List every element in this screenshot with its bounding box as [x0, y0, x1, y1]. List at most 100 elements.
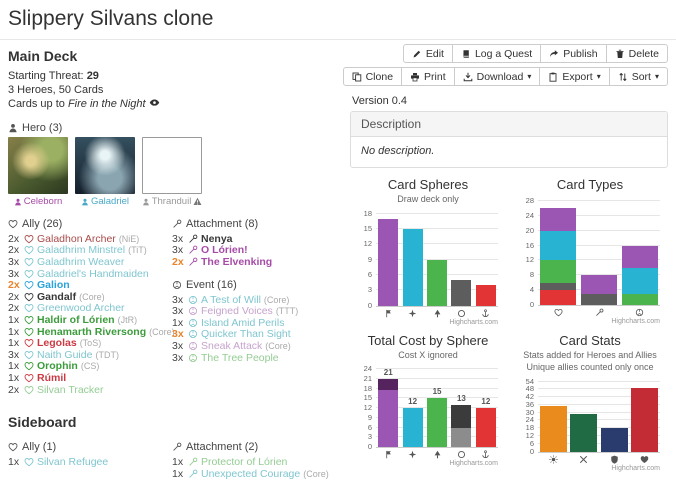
highcharts-credit-link[interactable]: Highcharts.com: [611, 464, 660, 472]
bar-segment: [539, 406, 567, 452]
event-icon: [188, 353, 198, 363]
gridline: [538, 200, 660, 201]
gridline: [538, 380, 660, 382]
card-name-link[interactable]: Nenya: [201, 232, 233, 245]
sphere-tactics-icon: [481, 450, 490, 459]
bar-segment: [451, 279, 472, 306]
card-name-link[interactable]: Haldir of Lórien: [37, 313, 115, 326]
card-name-link[interactable]: Galadhon Archer: [37, 232, 116, 245]
card-name-link[interactable]: Sneak Attack: [201, 339, 263, 352]
card-name-link[interactable]: Legolas: [37, 337, 77, 350]
heart-icon: [24, 361, 34, 371]
card-row: 3x Galadhrim Weaver: [8, 256, 172, 268]
card-name-link[interactable]: Galion: [37, 279, 70, 292]
event-icon: [188, 295, 198, 305]
highcharts-credit-link[interactable]: Highcharts.com: [611, 318, 660, 325]
card-name-link[interactable]: Protector of Lórien: [201, 456, 288, 469]
x-axis-category: [569, 455, 600, 464]
card-name-link[interactable]: Galadhrim Weaver: [37, 255, 125, 268]
hero-art-celeborn[interactable]: [8, 137, 68, 194]
card-name-link[interactable]: Island Amid Perils: [201, 316, 285, 329]
delete-button[interactable]: Delete: [605, 44, 668, 63]
card-quantity: 2x: [172, 255, 184, 268]
card-name-link[interactable]: Orophin: [37, 360, 78, 373]
bar-segment: [427, 259, 448, 306]
card-name-link[interactable]: Silvan Refugee: [37, 456, 109, 469]
sphere-tactics-icon: [481, 308, 490, 318]
hero-name[interactable]: Galadriel: [90, 196, 130, 207]
card-name-link[interactable]: Rúmil: [37, 371, 67, 384]
hero-name[interactable]: Thranduil: [151, 196, 192, 207]
bar-segment: [427, 398, 448, 447]
hero-icon: [142, 198, 150, 206]
log-a-quest-button[interactable]: Log a Quest: [451, 44, 542, 63]
card-quantity: 2x: [8, 244, 20, 257]
bar-data-label: 12: [408, 397, 418, 406]
y-axis-label: 54: [525, 376, 534, 386]
card-name-link[interactable]: O Lórien!: [201, 244, 248, 257]
gridline: [538, 427, 660, 429]
card-name-link[interactable]: Gandalf: [37, 290, 77, 303]
card-row: 2x Galadhrim Minstrel (TiT): [8, 244, 172, 257]
bar-slot: 12: [474, 369, 498, 447]
gridline: [538, 259, 660, 261]
x-axis-category: [449, 309, 473, 318]
card-name-link[interactable]: Quicker Than Sight: [201, 328, 291, 341]
card-row: 2x Greenwood Archer: [8, 302, 172, 315]
gridline: [376, 243, 498, 245]
card-name-link[interactable]: Henamarth Riversong: [37, 325, 147, 338]
card-name-link[interactable]: Galadriel's Handmaiden: [37, 267, 149, 280]
edit-button[interactable]: Edit: [402, 44, 453, 63]
card-name-link[interactable]: Unexpected Courage: [201, 467, 301, 480]
sphere-spirit-icon: [408, 450, 417, 459]
y-axis-label: 24: [363, 364, 372, 373]
event-icon: [172, 280, 182, 290]
highcharts-credit-link[interactable]: Highcharts.com: [449, 318, 498, 326]
y-axis-label: 21: [363, 373, 372, 383]
publish-button[interactable]: Publish: [540, 44, 607, 63]
bar-segment: [378, 378, 399, 391]
card-name-link[interactable]: Silvan Tracker: [37, 383, 104, 396]
card-name-link[interactable]: Greenwood Archer: [37, 302, 125, 315]
card-name-link[interactable]: The Tree People: [201, 351, 279, 364]
card-name-link[interactable]: Galadhrim Minstrel: [37, 244, 126, 257]
charts-grid: Card Spheres Draw deck only 0 3 6 9 12 15 18 High…: [350, 172, 668, 472]
toolbar-row-1: Edit Log a Quest Publish Delete: [350, 44, 668, 63]
card-row: 3x Nenya: [172, 233, 336, 245]
hero-art-galadriel[interactable]: [75, 137, 135, 194]
card-quantity: 3x: [8, 348, 20, 361]
eye-icon[interactable]: [149, 98, 160, 109]
bar-slot: [569, 382, 600, 452]
heart-icon: [8, 219, 18, 229]
card-name-link[interactable]: Feigned Voices: [201, 305, 273, 318]
group-label: Ally (1): [22, 441, 57, 454]
stat-defense-icon: [610, 455, 619, 464]
bar-data-label: 12: [481, 397, 491, 406]
event-icon: [188, 329, 198, 339]
card-name-link[interactable]: Naith Guide: [37, 348, 93, 361]
x-axis-category: [538, 454, 569, 464]
export-button[interactable]: Export ▾: [539, 67, 610, 86]
sort-button[interactable]: Sort ▾: [608, 67, 668, 86]
card-row: 1x Henamarth Riversong (Core): [8, 325, 175, 338]
card-name-link[interactable]: A Test of Will: [201, 293, 261, 306]
card-row: 1x Rúmil: [8, 372, 172, 384]
print-button[interactable]: Print: [401, 67, 455, 86]
card-quantity: 3x: [172, 328, 184, 341]
hero-name[interactable]: Celeborn: [23, 196, 63, 207]
download-button[interactable]: Download ▾: [453, 67, 541, 86]
card-row: 3x O Lórien!: [172, 244, 336, 257]
event-icon: [188, 341, 198, 351]
cards-up-to: Cards up to Fire in the Night: [8, 97, 344, 111]
card-quantity: 3x: [172, 244, 184, 257]
bar-segment: [378, 218, 399, 306]
highcharts-credit-link[interactable]: Highcharts.com: [449, 460, 498, 467]
attachment-icon: [188, 234, 198, 244]
bar-segment: [581, 275, 617, 294]
clone-button[interactable]: Clone: [342, 67, 403, 86]
card-name-link[interactable]: The Elvenking: [201, 255, 273, 268]
gridline: [538, 214, 660, 216]
card-quantity: 1x: [8, 325, 20, 338]
hero-art-thranduil[interactable]: [142, 137, 202, 194]
bar-slot: [474, 214, 498, 306]
